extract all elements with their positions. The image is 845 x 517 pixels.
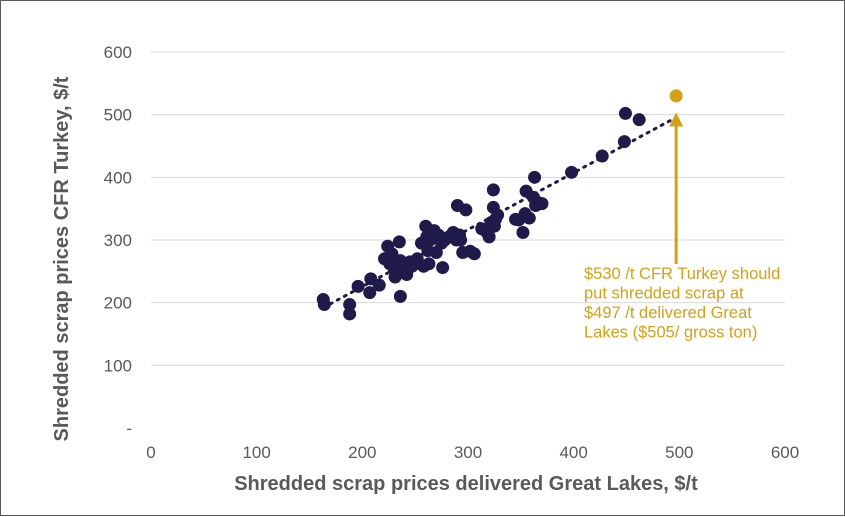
x-tick-label: 100: [242, 443, 270, 462]
data-point: [491, 208, 505, 222]
y-tick-label: -: [126, 419, 132, 438]
x-tick-label: 600: [771, 443, 799, 462]
x-tick-label: 500: [665, 443, 693, 462]
x-axis-ticks: 0 100 200 300 400 500 600: [146, 443, 799, 462]
data-point: [632, 113, 646, 127]
data-point: [343, 298, 357, 312]
data-point: [516, 225, 530, 239]
data-point: [565, 165, 579, 179]
data-point: [617, 135, 631, 149]
y-axis-title: Shredded scrap prices CFR Turkey, $/t: [51, 76, 73, 441]
x-tick-label: 300: [454, 443, 482, 462]
data-point: [436, 261, 450, 275]
annotation-line: Lakes ($505/ gross ton): [584, 324, 757, 342]
data-point: [392, 235, 406, 249]
trendline: [321, 118, 674, 310]
data-point: [528, 170, 542, 184]
data-point: [595, 149, 609, 163]
data-point: [351, 279, 365, 293]
data-point: [467, 247, 481, 261]
data-point: [522, 211, 536, 225]
data-point: [486, 183, 500, 197]
data-point: [363, 286, 377, 300]
data-point: [343, 307, 357, 321]
data-point: [482, 230, 496, 244]
x-tick-label: 0: [146, 443, 155, 462]
data-point: [422, 257, 436, 271]
data-point: [618, 106, 632, 120]
data-point: [535, 197, 549, 211]
y-tick-label: 200: [104, 294, 132, 313]
y-tick-label: 300: [104, 231, 132, 250]
x-axis-title: Shredded scrap prices delivered Great La…: [234, 473, 698, 495]
y-tick-label: 600: [104, 43, 132, 62]
highlight-point: [669, 89, 683, 103]
y-axis-ticks: - 100 200 300 400 500 600: [104, 43, 132, 438]
annotation-line: $497 /t delivered Great: [584, 304, 752, 322]
annotation-group: $530 /t CFR Turkey should put shredded sc…: [584, 112, 780, 342]
annotation-line: put shredded scrap at: [584, 285, 744, 303]
trendline-group: [321, 118, 674, 310]
annotation-line: $530 /t CFR Turkey should: [584, 265, 780, 283]
data-point: [459, 203, 473, 217]
y-tick-label: 100: [104, 356, 132, 375]
data-point: [317, 298, 331, 312]
y-tick-label: 400: [104, 168, 132, 187]
data-point: [454, 233, 468, 247]
y-tick-label: 500: [104, 106, 132, 125]
data-point: [393, 289, 407, 303]
x-tick-label: 400: [559, 443, 587, 462]
annotation-arrowhead: [669, 112, 684, 127]
gridlines: [151, 51, 785, 366]
x-tick-label: 200: [348, 443, 376, 462]
data-points: [316, 89, 683, 321]
data-point: [372, 278, 386, 292]
